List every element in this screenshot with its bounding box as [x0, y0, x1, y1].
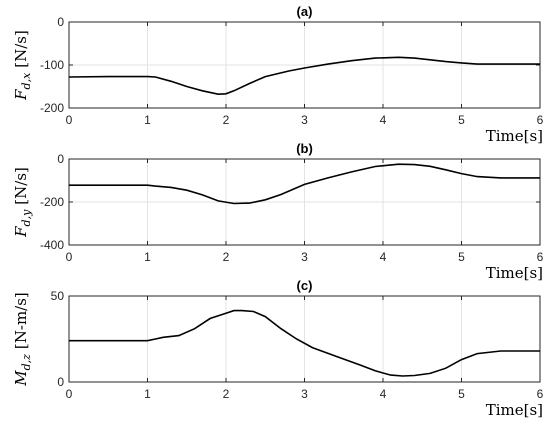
- panel-a-xlabel: Time[s]: [486, 127, 543, 145]
- panel-b-series-line: [69, 163, 540, 205]
- panel-b-xlabel: Time[s]: [486, 264, 543, 282]
- panel-c-xtick-label-4: 4: [380, 387, 387, 401]
- panel-b-ticks: 0 1 2 3 4 5 6 0 -200 -400: [40, 152, 544, 264]
- panel-b-ylabel: Fd,y [N/s]: [12, 167, 33, 238]
- panel-a-xtick-label-5: 5: [458, 113, 465, 127]
- panel-c-xtick-label-6: 6: [537, 387, 544, 401]
- panel-c-xtick-label-3: 3: [301, 387, 308, 401]
- panel-a-xtick-label-4: 4: [380, 113, 387, 127]
- panel-a-xtick-label-3: 3: [301, 113, 308, 127]
- panel-b-xtick-label-3: 3: [301, 250, 308, 264]
- panel-c-title: (c): [297, 278, 313, 293]
- panel-b-xtick-label-4: 4: [380, 250, 387, 264]
- panel-a-xtick-label-0: 0: [66, 113, 73, 127]
- panel-a-xtick-label-1: 1: [144, 113, 151, 127]
- panel-c-ytick-label-0: 0: [57, 375, 64, 389]
- panel-c-ytick-label-1: 50: [51, 289, 65, 303]
- panel-a-ytick-label-0: 0: [57, 15, 64, 29]
- panel-c-series-line: [69, 309, 540, 377]
- panel-b: (b) 0 1 2 3 4 5 6 0 -200 -400 Time[s] Fd,y [N/s]: [12, 141, 544, 282]
- panel-b-ytick-label-1: -200: [40, 195, 64, 209]
- panel-c-xtick-label-5: 5: [458, 387, 465, 401]
- panel-a-ytick-label-2: -200: [40, 101, 64, 115]
- panel-a-xtick-label-6: 6: [537, 113, 544, 127]
- panel-c-xtick-label-2: 2: [223, 387, 230, 401]
- panel-c: (c) 0 1 2 3 4 5 6 0 50 Time[s] Md,z [N-m/s]: [12, 278, 544, 419]
- panel-a-series-line: [68, 56, 540, 96]
- panel-c-ylabel-main: M: [12, 370, 30, 387]
- panel-c-ylabel: Md,z [N-m/s]: [12, 292, 33, 387]
- panel-a-xtick-label-2: 2: [223, 113, 230, 127]
- panel-a-grid: [69, 22, 540, 108]
- panel-c-ticks: 0 1 2 3 4 5 6 0 50: [51, 289, 544, 401]
- panel-b-xtick-label-6: 6: [537, 250, 544, 264]
- panel-a-ticks: 0 1 2 3 4 5 6 0 -100 -200: [40, 15, 544, 127]
- panel-a-ylabel-main: F: [12, 89, 30, 101]
- panel-a: (a) 0 1 2 3 4 5 6 0 -100 -200 Time[s] Fd,x [N/s]: [12, 4, 544, 145]
- panel-b-ytick-label-2: -400: [40, 238, 64, 252]
- panel-b-xtick-label-1: 1: [144, 250, 151, 264]
- panel-b-ylabel-main: F: [12, 226, 30, 238]
- panel-a-ytick-label-1: -100: [40, 58, 64, 72]
- panel-b-ylabel-unit: [N/s]: [12, 167, 30, 205]
- panel-c-xtick-label-0: 0: [66, 387, 73, 401]
- panel-a-ylabel-unit: [N/s]: [12, 30, 30, 68]
- panel-a-ylabel-sub: d,x: [20, 72, 33, 90]
- panel-b-ytick-label-0: 0: [57, 152, 64, 166]
- panel-c-grid: [147, 296, 462, 382]
- panel-c-ylabel-sub: d,z: [20, 354, 33, 371]
- panel-a-title: (a): [297, 4, 313, 19]
- panel-b-xtick-label-5: 5: [458, 250, 465, 264]
- panel-b-xtick-label-0: 0: [66, 250, 73, 264]
- panel-c-ylabel-unit: [N-m/s]: [12, 292, 30, 349]
- panel-b-xtick-label-2: 2: [223, 250, 230, 264]
- panel-c-xtick-label-1: 1: [144, 387, 151, 401]
- panel-b-ylabel-sub: d,y: [20, 209, 33, 227]
- panel-b-title: (b): [296, 141, 313, 156]
- panel-c-xlabel: Time[s]: [486, 401, 543, 419]
- panel-a-ylabel: Fd,x [N/s]: [12, 30, 33, 101]
- panel-b-grid: [69, 159, 540, 245]
